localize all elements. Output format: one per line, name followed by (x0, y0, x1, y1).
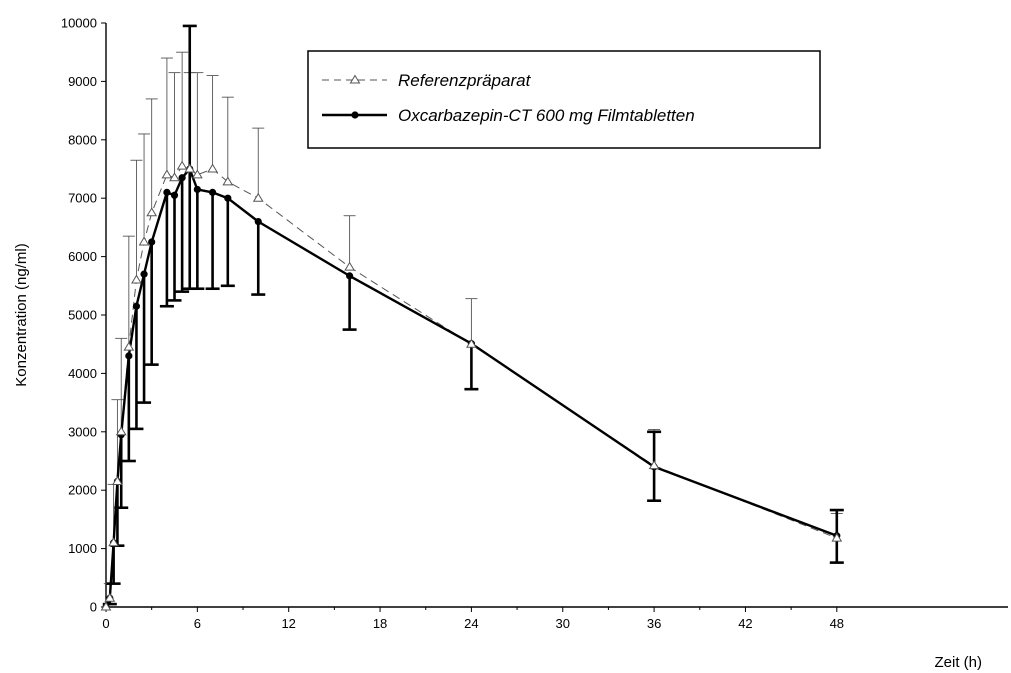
point-oxcarbazepin (178, 174, 186, 182)
y-tick-label: 3000 (68, 424, 97, 439)
y-tick-label: 9000 (68, 74, 97, 89)
point-reference (115, 426, 127, 436)
point-reference (112, 475, 123, 485)
point-reference (176, 160, 188, 170)
point-oxcarbazepin (163, 188, 171, 196)
x-axis-title: Zeit (h) (934, 654, 982, 671)
x-tick-label: 24 (464, 616, 478, 631)
point-oxcarbazepin (132, 302, 141, 310)
point-reference (123, 341, 135, 351)
y-tick-label: 6000 (68, 249, 97, 264)
x-tick-label: 6 (194, 616, 201, 631)
error-bars (102, 24, 844, 606)
point-reference (344, 261, 355, 271)
point-reference (104, 592, 116, 602)
x-tick-label: 48 (830, 616, 844, 631)
legend: Referenzpräparat Oxcarbazepin-CT 600 mg … (307, 50, 821, 149)
y-tick-label: 1000 (68, 541, 97, 556)
point-oxcarbazepin (140, 270, 148, 278)
y-tick-label: 7000 (68, 191, 97, 206)
y-tick-label: 2000 (68, 483, 97, 498)
point-oxcarbazepin (346, 272, 354, 280)
legend-marker-reference (349, 74, 361, 84)
legend-label-reference: Referenzpräparat (398, 71, 532, 90)
point-oxcarbazepin (224, 194, 232, 202)
legend-label-oxcarbazepin: Oxcarbazepin-CT 600 mg Filmtabletten (398, 106, 695, 125)
legend-box (307, 50, 821, 149)
point-reference (131, 274, 142, 284)
point-oxcarbazepin (170, 191, 179, 199)
y-tick-label: 10000 (61, 16, 97, 31)
point-oxcarbazepin (148, 238, 156, 246)
point-reference (146, 207, 158, 217)
y-tick-label: 0 (90, 600, 97, 615)
point-oxcarbazepin (125, 352, 133, 360)
y-tick-label: 5000 (68, 308, 97, 323)
axes: 0 1000 2000 3000 4000 5000 6000 7000 8000 9000 100… (61, 16, 1008, 631)
point-reference (831, 532, 843, 542)
point-reference (161, 169, 173, 179)
point-reference (184, 163, 196, 173)
point-reference (191, 169, 203, 179)
x-tick-label: 18 (373, 616, 387, 631)
point-reference (100, 601, 112, 611)
y-tick-label: 8000 (68, 132, 97, 147)
x-tick-label: 30 (556, 616, 570, 631)
point-reference (466, 338, 477, 348)
point-oxcarbazepin (193, 185, 201, 194)
x-tick-label: 0 (102, 616, 109, 631)
y-tick-label: 4000 (68, 366, 97, 381)
point-reference (138, 236, 150, 246)
legend-marker-oxcarbazepin (351, 111, 359, 119)
x-tick-label: 12 (281, 616, 295, 631)
point-reference (108, 537, 119, 547)
x-tick-label: 36 (647, 616, 661, 631)
point-reference (207, 163, 218, 173)
point-oxcarbazepin (254, 217, 262, 226)
point-reference (648, 460, 660, 470)
point-reference (252, 192, 264, 202)
series-markers (100, 160, 843, 611)
point-reference (169, 172, 180, 182)
y-axis-title: Konzentration (ng/ml) (13, 243, 30, 386)
point-reference (222, 176, 234, 186)
x-tick-label: 42 (738, 616, 752, 631)
point-oxcarbazepin (208, 188, 217, 196)
